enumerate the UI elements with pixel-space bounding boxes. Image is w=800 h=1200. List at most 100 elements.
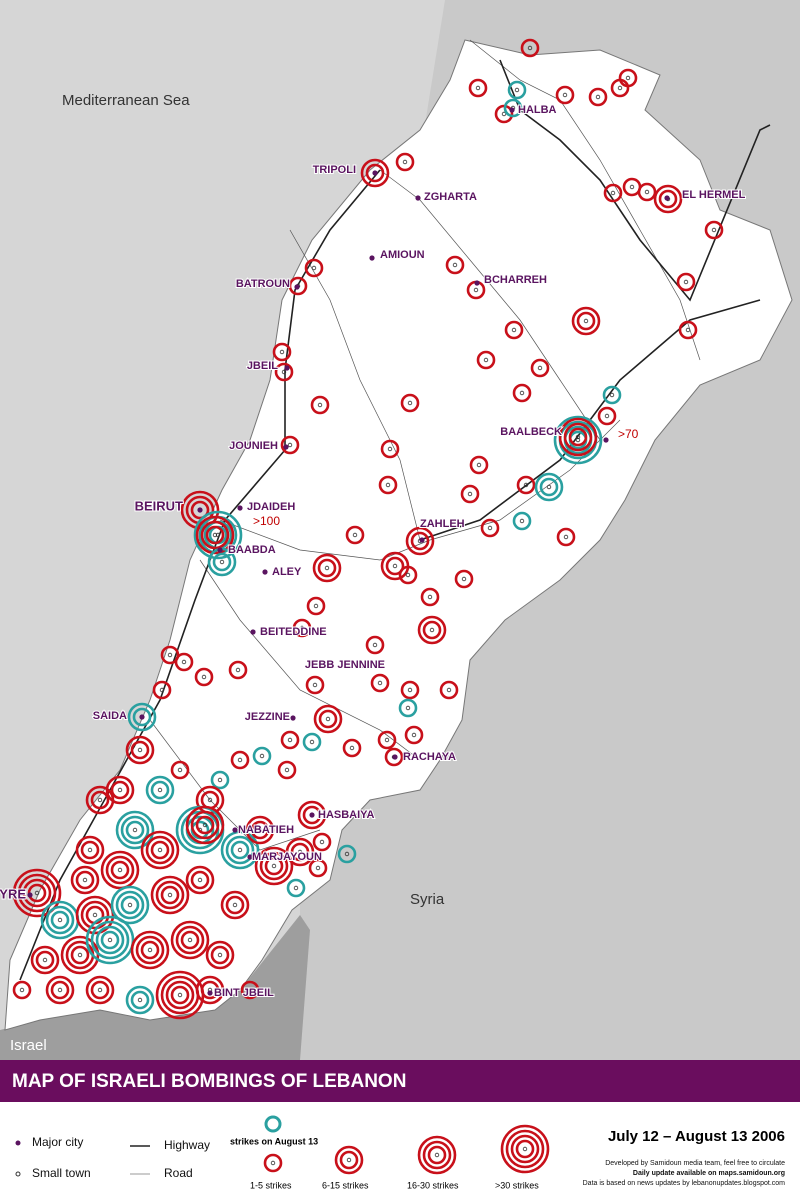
strike-ring [80, 840, 100, 860]
road [149, 719, 321, 851]
strike-center [97, 797, 103, 803]
legend-major-city [15, 1140, 21, 1146]
strike-center [575, 434, 581, 440]
strike-center [117, 867, 123, 873]
strike-ring [422, 1140, 452, 1170]
strike-center [167, 652, 173, 658]
strike-ring [445, 255, 465, 275]
strike-center [293, 885, 299, 891]
strike-center [629, 184, 635, 190]
city-dot [283, 444, 289, 450]
city-label: MARJAYOUN [252, 851, 322, 863]
strike-center [235, 667, 241, 673]
strike-center [34, 890, 40, 896]
legend-label: Small town [32, 1166, 91, 1180]
road [219, 419, 621, 561]
strike-ring [75, 870, 95, 890]
strike-ring [22, 878, 52, 908]
strike-ring [378, 475, 398, 495]
strike-ring [190, 500, 210, 520]
strike-center [349, 745, 355, 751]
strike-ring [155, 880, 185, 910]
strike-center [232, 902, 238, 908]
strike-center [405, 572, 411, 578]
strike-center [279, 349, 285, 355]
legend-label: strikes on August 13 [230, 1136, 318, 1146]
strike-ring [125, 820, 145, 840]
strike-center [77, 952, 83, 958]
strike-center [407, 400, 413, 406]
strike-center [429, 627, 435, 633]
city-dot [232, 827, 238, 833]
highway [499, 59, 771, 302]
strike-ring [254, 846, 294, 886]
strike-ring [120, 895, 140, 915]
legend-label: Road [164, 1166, 193, 1180]
city-dot [369, 255, 375, 261]
strike-ring [503, 98, 523, 118]
strike-ring [530, 358, 550, 378]
strike-center [392, 563, 398, 569]
city-label: JEBB JENNINE [305, 659, 385, 671]
strike-ring [288, 276, 308, 296]
strike-center [711, 227, 717, 233]
strike-center [82, 877, 88, 883]
strike-ring [637, 182, 657, 202]
strike-ring [305, 675, 325, 695]
strike-ring [205, 940, 235, 970]
strike-center [147, 947, 153, 953]
strike-ring [317, 558, 337, 578]
strike-ring [360, 158, 390, 188]
strike-ring [302, 732, 322, 752]
legend-small-town [15, 1171, 21, 1177]
strike-ring [286, 878, 306, 898]
title-bar [0, 1060, 800, 1102]
region-label: Syria [410, 891, 445, 908]
strike-ring [110, 885, 150, 925]
city-label: ZGHARTA [424, 191, 477, 203]
strike-ring [105, 855, 135, 885]
strike-ring [193, 510, 243, 560]
city-dot [294, 284, 300, 290]
strike-ring [377, 730, 397, 750]
strike-ring [50, 980, 70, 1000]
strike-center [217, 777, 223, 783]
strike-center [197, 877, 203, 883]
strike-ring [195, 975, 225, 1005]
strike-ring [145, 835, 175, 865]
strike-ring [228, 660, 248, 680]
strike-ring [576, 311, 596, 331]
strike-ring [85, 915, 135, 965]
strike-ring [220, 890, 250, 920]
strike-center [511, 327, 517, 333]
strike-ring [110, 860, 130, 880]
city-label: BCHARREH [484, 274, 547, 286]
strike-ring [140, 940, 160, 960]
strike-center [487, 525, 493, 531]
legend-label: Highway [164, 1138, 210, 1152]
city-dot [309, 812, 315, 818]
strike-ring [95, 925, 125, 955]
city-dot [262, 569, 268, 575]
strike-center [270, 1160, 276, 1166]
city-label: ZAHLEH [420, 518, 465, 530]
strike-ring [313, 704, 343, 734]
strike-center [312, 682, 318, 688]
strike-ring [398, 698, 418, 718]
annotation: >100 [253, 514, 280, 528]
strike-ring [384, 747, 404, 767]
strike-ring [308, 858, 328, 878]
strike-center [42, 957, 48, 963]
strike-center [187, 937, 193, 943]
strike-center [402, 159, 408, 165]
strike-center [523, 482, 529, 488]
strike-center [132, 827, 138, 833]
strike-ring [658, 189, 678, 209]
strike-ring [174, 652, 194, 672]
strike-ring [510, 1134, 540, 1164]
strike-ring [302, 805, 322, 825]
city-label: HALBA [518, 104, 557, 116]
strike-ring [135, 935, 165, 965]
